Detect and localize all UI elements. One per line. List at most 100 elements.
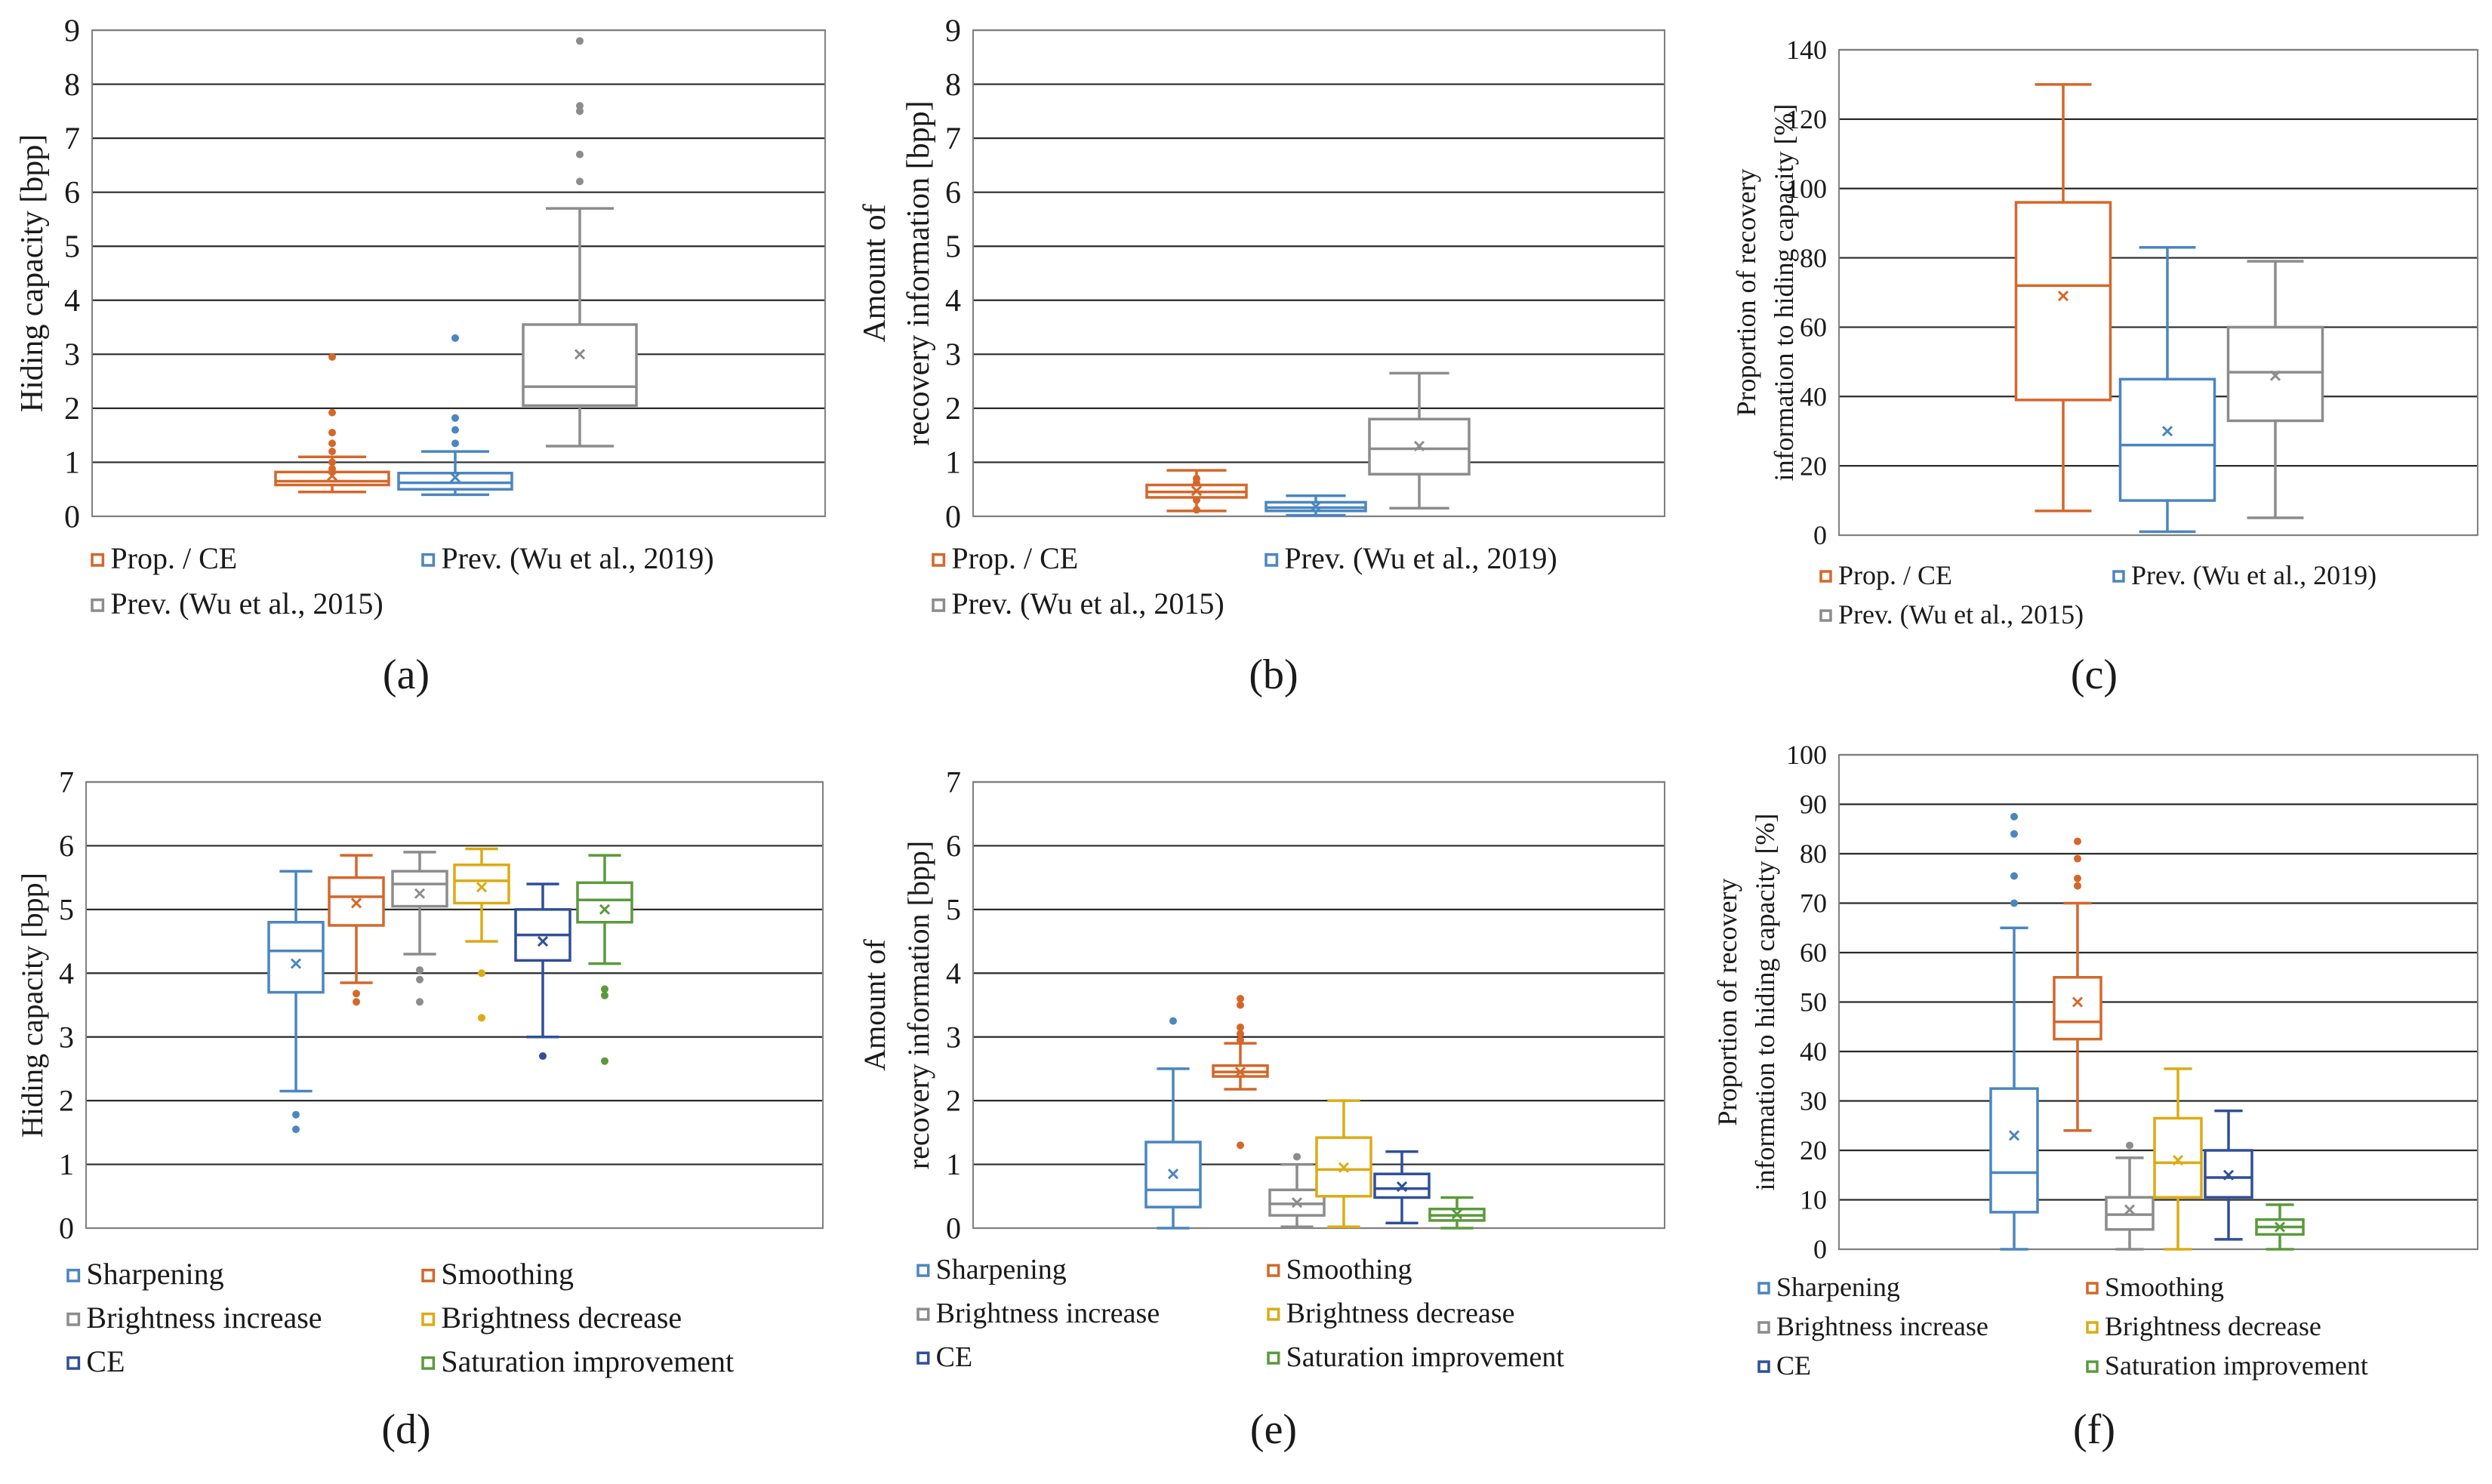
legend-item: Smoothing [421,1257,574,1291]
y-tick-label: 1 [945,446,961,481]
outlier-point [2074,837,2081,845]
outlier-point [451,426,459,434]
y-axis-label: Hiding capacity [bpp] [15,873,49,1138]
box-saturation-improvement [576,854,633,1065]
y-tick-label: 80 [1800,839,1827,869]
outlier-point [353,990,360,998]
legend-label: Prop. / CE [951,541,1078,575]
legend-item: Brightness increase [66,1301,322,1335]
y-tick-label: 90 [1800,790,1827,820]
legend-item: Brightness increase [916,1298,1160,1329]
box-saturation-improvement [1428,1196,1486,1230]
iqr-box [1989,1087,2039,1214]
legend-swatch [916,1307,930,1321]
y-axis-label: recovery information [bpp] [901,841,935,1169]
plot-frame [91,29,826,517]
y-tick-label: 100 [1786,740,1827,770]
box-smoothing [328,854,385,1006]
legend-swatch [91,553,105,567]
mean-marker [2172,1155,2184,1166]
legend-label: Prop. / CE [1838,560,1952,590]
mean-marker-stroke [2124,1204,2136,1215]
y-axis-label: recovery information [bpp] [901,100,936,445]
legend-item: Prev. (Wu et al., 2019) [1264,541,1557,575]
y-tick-label: 7 [59,765,74,799]
box-brightness-increase [2105,1141,2155,1251]
y-tick-label: 6 [946,829,961,863]
y-tick-label: 2 [59,1084,74,1118]
legend-item: Saturation improvement [1267,1341,1564,1373]
legend-swatch [421,1312,436,1326]
box-prev-wu-et-al-2019- [2118,246,2216,534]
mean-marker [2057,291,2069,302]
mean-marker [449,472,461,483]
outlier-point [601,991,608,999]
mean-marker-stroke [2274,1221,2286,1233]
legend-swatch [1757,1360,1770,1373]
outlier-point [601,1057,608,1065]
box-ce [514,882,571,1061]
legend-swatch [2086,1321,2099,1334]
outlier-point [2074,882,2081,890]
y-tick-label: 70 [1800,888,1827,919]
legend-label: Prev. (Wu et al., 2019) [1284,541,1557,575]
outlier-point [451,414,459,422]
legend-item: Prop. / CE [91,541,237,575]
legend-swatch [916,1264,930,1277]
legend-swatch [91,598,105,612]
legend-label: Brightness decrease [1286,1298,1515,1329]
y-tick-label: 0 [59,1212,74,1245]
outlier-point [328,408,336,417]
y-axis-label: information to hiding capacity [%] [1769,104,1799,482]
legend-swatch [1267,1351,1280,1365]
mean-marker [2269,370,2281,381]
y-tick-label: 3 [946,1020,961,1054]
legend-label: Prev. (Wu et al., 2015) [951,587,1224,620]
y-tick-label: 7 [946,765,961,799]
outlier-point [2126,1141,2133,1150]
outlier-point [576,150,584,159]
y-axis-label: Amount of [858,204,892,342]
legend-swatch [1819,609,1832,622]
y-tick-label: 60 [1800,938,1827,968]
legend-label: Saturation improvement [441,1344,734,1378]
iqr-box [2014,201,2112,402]
legend-item: Prev. (Wu et al., 2019) [421,541,714,575]
outlier-point [2010,812,2018,821]
outlier-point [2074,874,2081,882]
legend-swatch [2086,1282,2099,1295]
mean-marker [414,888,426,899]
legend-item: CE [916,1341,972,1373]
box-brightness-decrease [1315,1099,1372,1229]
legend-item: Brightness decrease [1267,1298,1515,1329]
y-tick-label: 3 [945,338,961,373]
y-tick-label: 0 [1813,520,1827,550]
outlier-point [2010,830,2018,838]
mean-marker [1451,1208,1463,1220]
legend-label: Smoothing [2105,1272,2224,1302]
legend-swatch [932,598,946,612]
outlier-point [328,429,336,437]
box-sharpening [1989,812,2039,1251]
box-smoothing [2053,837,2102,1132]
outlier-point [2010,872,2018,880]
box-prev-wu-et-al-2015- [522,37,638,448]
outlier-point [1237,995,1244,1003]
y-tick-label: 100 [1786,174,1827,204]
y-tick-label: 4 [945,284,961,319]
outlier-point [328,448,336,456]
y-axis-label: Proportion of recovery [1731,169,1761,417]
outlier-point [1237,1141,1244,1150]
legend-label: Prev. (Wu et al., 2015) [110,587,383,620]
plot-frame [1838,754,2478,1250]
mean-marker [2161,426,2173,437]
outlier-point [1237,1001,1244,1009]
legend-item: CE [1757,1350,1811,1381]
y-tick-label: 0 [64,500,80,534]
legend-item: Brightness decrease [421,1301,682,1335]
y-axis-label: information to hiding capacity [%] [1750,814,1780,1191]
y-tick-label: 120 [1786,104,1827,134]
mean-marker [1234,1067,1246,1078]
iqr-box [2118,377,2216,502]
mean-marker [2124,1204,2136,1215]
